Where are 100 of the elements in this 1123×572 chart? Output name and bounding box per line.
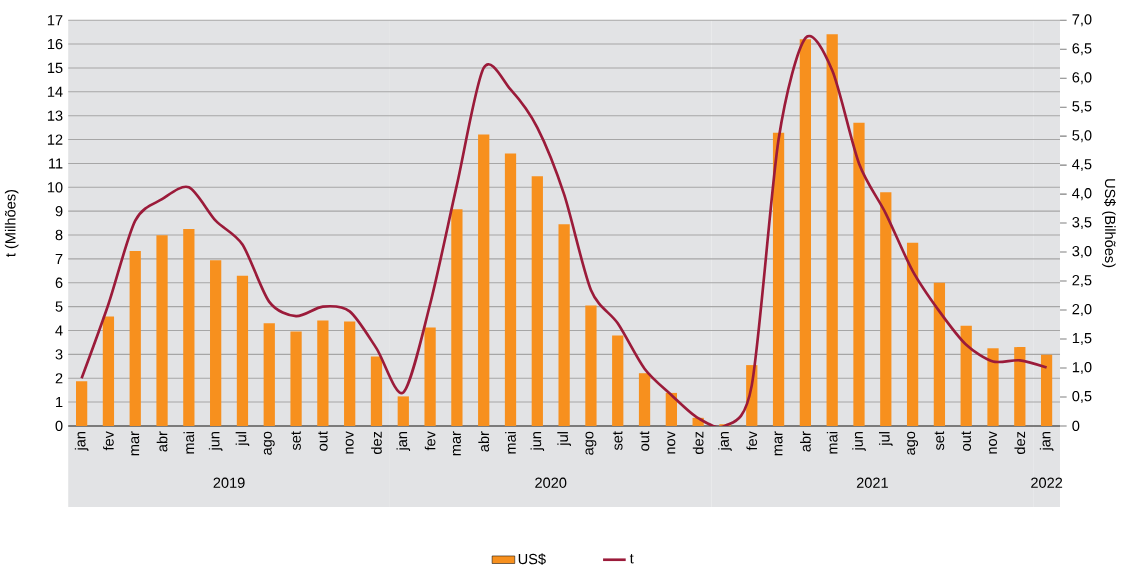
- legend-label: US$: [518, 553, 546, 566]
- bar: [799, 39, 812, 427]
- y-tick-label: 4: [55, 325, 63, 336]
- y2-tick-label: 2,5: [1072, 275, 1092, 288]
- y2-tick-label: 2,0: [1072, 304, 1092, 317]
- x-tick-label: jan: [1039, 432, 1054, 452]
- bar: [960, 325, 972, 427]
- x-tick-label: fev: [424, 431, 436, 451]
- y-tick-label: 9: [55, 206, 63, 217]
- y-tick-label: 17: [47, 15, 63, 26]
- x-tick-label: out: [961, 431, 971, 451]
- bar: [638, 373, 651, 427]
- x-tick-label: ago: [585, 431, 597, 456]
- y2-tick-label: 7,0: [1072, 14, 1092, 27]
- legend-label: t: [629, 554, 634, 564]
- bar: [772, 132, 785, 427]
- y-tick-label: 7: [55, 254, 63, 265]
- x-tick-label: fev: [103, 431, 114, 451]
- x-tick-label: jul: [557, 432, 571, 447]
- bar: [853, 123, 865, 427]
- bar: [585, 305, 597, 427]
- x-tick-label: mar: [452, 431, 461, 456]
- x-tick-label: jan: [396, 432, 411, 452]
- bar: [531, 176, 543, 427]
- y-tick-label: 11: [49, 158, 63, 169]
- band-label: 2020: [535, 477, 567, 489]
- bar: [424, 327, 436, 427]
- bar: [75, 381, 88, 427]
- y-tick-label: 12: [47, 134, 63, 145]
- bar: [880, 192, 892, 427]
- x-tick-label: jun: [208, 432, 223, 452]
- y-tick-label: 1: [56, 397, 63, 408]
- bar: [156, 235, 168, 427]
- x-tick-label: jul: [235, 432, 250, 447]
- bar: [129, 251, 141, 427]
- x-tick-label: nov: [667, 431, 676, 454]
- y2-tick-label: 1,0: [1072, 362, 1092, 375]
- x-tick-label: mai: [505, 432, 516, 454]
- x-tick-label: abr: [478, 431, 490, 452]
- y-tick-label: 13: [47, 110, 63, 122]
- bar: [183, 229, 195, 427]
- x-tick-label: nov: [989, 431, 998, 454]
- x-tick-label: nov: [345, 431, 354, 454]
- x-tick-label: set: [291, 431, 301, 451]
- bar: [933, 283, 946, 427]
- bar: [987, 348, 999, 427]
- y2-tick-label: 5,5: [1072, 101, 1092, 114]
- x-tick-label: dez: [692, 432, 704, 455]
- x-tick-label: ago: [907, 431, 919, 456]
- y2-tick-label: 1,5: [1072, 333, 1092, 346]
- y-tick-label: 16: [47, 39, 63, 50]
- bar: [504, 153, 517, 427]
- bar: [558, 224, 570, 427]
- y-tick-label: 5: [55, 301, 63, 312]
- y-tick-label: 6: [55, 277, 63, 289]
- y2-tick-label: 6,0: [1072, 72, 1092, 85]
- x-tick-label: set: [612, 431, 623, 451]
- y-tick-label: 10: [47, 182, 63, 193]
- bar: [210, 260, 222, 427]
- bar: [1040, 354, 1053, 427]
- y2-tick-label: 4,0: [1072, 188, 1092, 201]
- x-tick-label: mai: [183, 432, 195, 454]
- x-tick-label: mar: [131, 431, 140, 456]
- bar: [665, 393, 677, 427]
- y2-tick-label: 0: [1072, 421, 1080, 432]
- bar: [1014, 347, 1026, 427]
- x-tick-label: dez: [371, 432, 382, 455]
- bar: [317, 320, 329, 427]
- bar: [236, 276, 249, 427]
- x-tick-label: jan: [74, 432, 89, 452]
- y2-tick-label: 0,5: [1072, 391, 1092, 404]
- x-tick-label: out: [318, 431, 328, 451]
- x-tick-label: dez: [1014, 432, 1026, 455]
- y-tick-label: 0: [55, 421, 63, 432]
- y2-tick-label: 6,5: [1072, 43, 1092, 56]
- y2-tick-label: 4,5: [1072, 159, 1092, 172]
- bar: [451, 209, 463, 427]
- y-tick-label: 15: [47, 63, 63, 74]
- x-tick-label: mai: [826, 432, 838, 454]
- x-tick-label: abr: [800, 431, 811, 452]
- band-label: 2021: [856, 477, 888, 489]
- x-tick-label: fev: [746, 431, 758, 451]
- y2-tick-label: 5,0: [1072, 130, 1092, 143]
- x-tick-label: out: [639, 431, 650, 451]
- y-tick-label: 14: [47, 87, 63, 98]
- bar: [397, 396, 409, 427]
- x-tick-label: jun: [530, 432, 545, 452]
- x-tick-label: jun: [852, 432, 866, 452]
- bar: [263, 323, 275, 427]
- y2-axis-title: US$ (Bilhões): [1102, 179, 1116, 268]
- x-tick-label: jan: [718, 432, 732, 452]
- x-tick-label: set: [934, 431, 945, 451]
- y-tick-label: 2: [55, 373, 63, 384]
- x-tick-label: mar: [774, 431, 783, 456]
- bar: [102, 316, 115, 427]
- y2-tick-label: 3,5: [1072, 217, 1092, 230]
- y-tick-label: 8: [55, 230, 63, 241]
- bar: [478, 134, 490, 427]
- y-axis-title: t (Milhões): [4, 190, 19, 258]
- bar: [344, 321, 356, 427]
